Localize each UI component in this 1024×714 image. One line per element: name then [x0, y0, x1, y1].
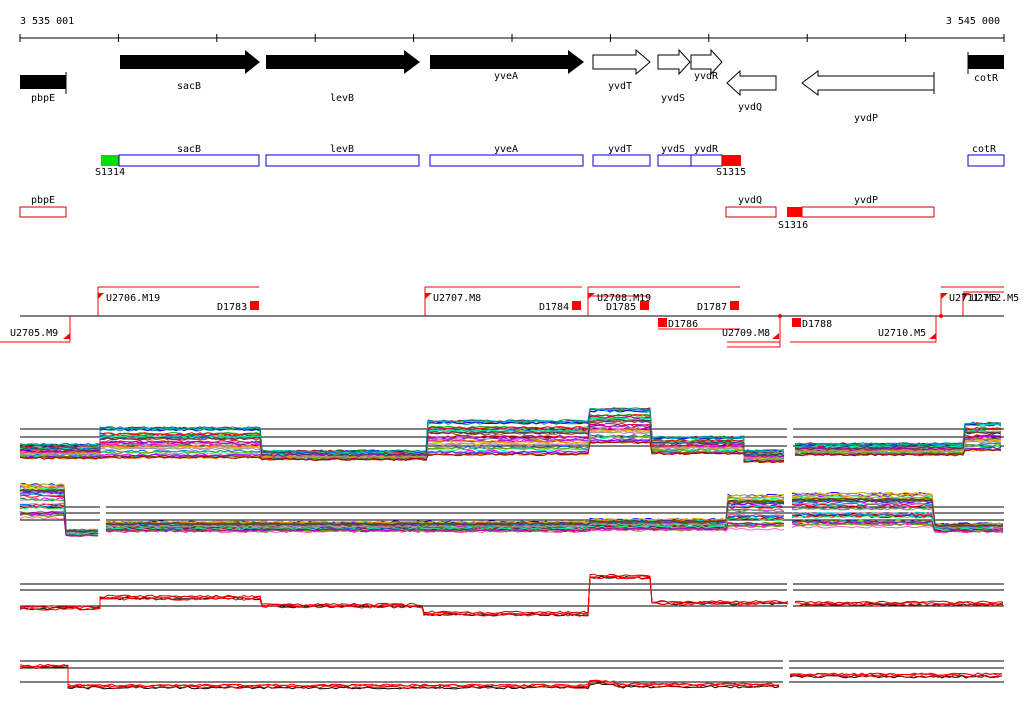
segment-label-D1785: D1785: [606, 302, 636, 313]
transcript-label-yvdR: yvdR: [694, 144, 719, 155]
segment-track: U2705.M9 U2706.M19 D1783 U2707.M8 D1784 …: [0, 286, 1019, 348]
segment-label-U2710: U2710.M5: [878, 328, 926, 339]
sigma-site-S1315[interactable]: [722, 155, 741, 166]
gene-track: pbpE sacB levB yveA yvdT yvdS yvdR yvdQ …: [20, 48, 1004, 124]
sigma-site-S1316[interactable]: [787, 207, 802, 217]
segment-label-U2708: U2708.M19: [597, 293, 651, 304]
transcript-yveA[interactable]: [429, 154, 584, 167]
sigma-site-S1314[interactable]: [101, 155, 119, 166]
segment-label-D1786: D1786: [668, 319, 698, 330]
gene-yvdS[interactable]: [657, 48, 691, 76]
gene-label-pbpE: pbpE: [31, 93, 55, 104]
segment-flag-U2707[interactable]: [425, 293, 432, 299]
sigma-label-S1314: S1314: [95, 167, 125, 178]
transcript-label-levB: levB: [330, 144, 354, 155]
segment-flag-U2709[interactable]: [772, 333, 779, 339]
segment-label-U2705: U2705.M9: [10, 328, 58, 339]
transcript-label-sacB: sacB: [177, 144, 201, 155]
gene-yvdT[interactable]: [592, 48, 651, 76]
gene-yveA[interactable]: [430, 50, 584, 74]
segment-flag-U2708[interactable]: [588, 293, 595, 299]
segment-flag-U2711[interactable]: [941, 293, 948, 299]
transcript-label-yveA: yveA: [494, 144, 518, 155]
gene-label-yvdR: yvdR: [694, 71, 719, 82]
reverse-transcript-track: pbpE yvdQ yvdP S1316: [19, 195, 935, 231]
transcript-yvdQ[interactable]: [725, 206, 777, 218]
segment-marker-D1785[interactable]: [640, 301, 649, 310]
segment-label-U2711: U2711.M5: [949, 293, 997, 304]
sigma-label-S1316: S1316: [778, 220, 808, 231]
transcript-levB[interactable]: [265, 154, 420, 167]
sigma-label-S1315: S1315: [716, 167, 746, 178]
ruler-end-label: 3 545 000: [946, 16, 1000, 27]
gene-cotR[interactable]: [968, 55, 1004, 69]
gene-label-sacB: sacB: [177, 81, 201, 92]
segment-flag-U2712[interactable]: [963, 293, 970, 299]
ruler-start-label: 3 535 001: [20, 16, 74, 27]
segment-flag-U2705[interactable]: [63, 333, 70, 339]
transcript-label-cotR: cotR: [972, 144, 997, 155]
expression-panel-forward-multi: [19, 407, 1004, 464]
gene-label-yvdQ: yvdQ: [738, 102, 762, 113]
gene-yvdQ[interactable]: [726, 69, 777, 97]
gene-pbpE[interactable]: [20, 75, 66, 89]
transcript-yvdS[interactable]: [657, 154, 692, 167]
segment-marker-D1786[interactable]: [658, 318, 667, 327]
segment-label-U2709: U2709.M8: [722, 328, 770, 339]
transcript-cotR[interactable]: [967, 154, 1005, 167]
gene-sacB[interactable]: [120, 50, 260, 74]
transcript-label-yvdT: yvdT: [608, 144, 632, 155]
segment-label-D1788: D1788: [802, 319, 832, 330]
transcript-pbpE[interactable]: [19, 206, 67, 218]
segment-label-U2706: U2706.M19: [106, 293, 160, 304]
forward-transcript-track: S1314 sacB levB yveA yvdT yvdS yvdR S131…: [95, 144, 1005, 178]
segment-marker-D1788[interactable]: [792, 318, 801, 327]
gene-label-yveA: yveA: [494, 71, 518, 82]
gene-levB[interactable]: [266, 50, 420, 74]
transcript-label-yvdP: yvdP: [854, 195, 878, 206]
expression-panel-forward-pair: [19, 573, 1004, 617]
gene-yvdR[interactable]: [690, 48, 723, 76]
gene-label-yvdP: yvdP: [854, 113, 878, 124]
transcript-label-yvdQ: yvdQ: [738, 195, 762, 206]
segment-marker-D1787[interactable]: [730, 301, 739, 310]
coordinate-ruler: 3 535 001 3 545 000: [19, 16, 1005, 42]
segment-label-D1783: D1783: [217, 302, 247, 313]
segment-label-U2712: U2712.M5: [971, 293, 1019, 304]
expression-panel-reverse-multi: [19, 482, 1004, 538]
transcript-yvdT[interactable]: [592, 154, 651, 167]
transcript-yvdR[interactable]: [690, 154, 723, 167]
gene-label-yvdT: yvdT: [608, 81, 632, 92]
segment-label-D1787: D1787: [697, 302, 727, 313]
transcript-sacB[interactable]: [118, 154, 260, 167]
segment-flag-U2710[interactable]: [929, 333, 936, 339]
gene-label-levB: levB: [330, 93, 354, 104]
gene-label-yvdS: yvdS: [661, 93, 685, 104]
gene-yvdP[interactable]: [801, 70, 935, 96]
segment-flag-U2706[interactable]: [98, 293, 104, 299]
expression-panel-reverse-pair: [19, 660, 1004, 690]
gene-label-cotR: cotR: [974, 73, 999, 84]
transcript-label-yvdS: yvdS: [661, 144, 685, 155]
segment-marker-D1783[interactable]: [250, 301, 259, 310]
segment-label-U2707: U2707.M8: [433, 293, 481, 304]
segment-label-D1784: D1784: [539, 302, 569, 313]
transcript-label-pbpE: pbpE: [31, 195, 55, 206]
ruler-ticks: [19, 34, 1005, 42]
segment-marker-D1784[interactable]: [572, 301, 581, 310]
transcript-yvdP[interactable]: [801, 206, 935, 218]
